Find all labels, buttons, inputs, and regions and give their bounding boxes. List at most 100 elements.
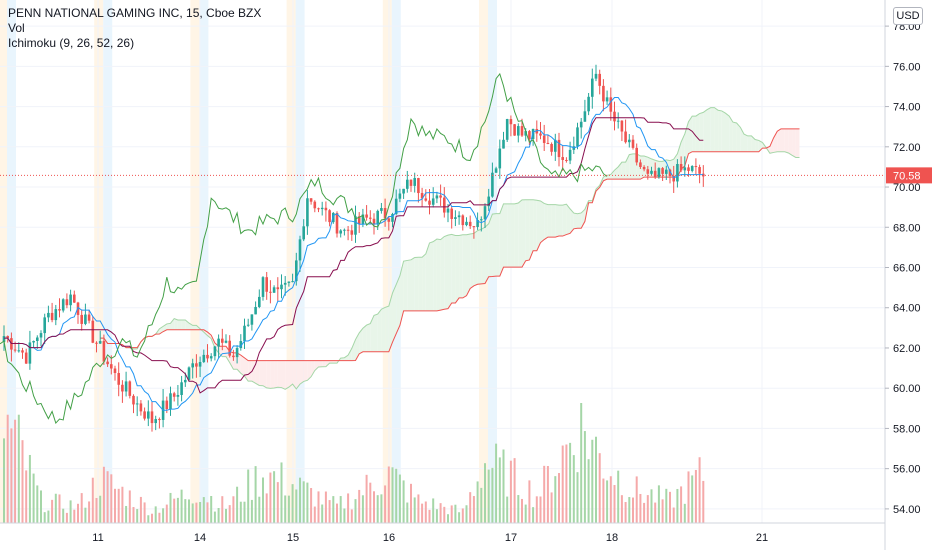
- candle-body: [413, 178, 416, 186]
- volume-bar: [543, 465, 546, 523]
- price-tick-label: 62.00: [893, 343, 921, 355]
- volume-bar: [21, 440, 24, 523]
- conversion-line: [4, 97, 704, 411]
- cloud-segment: [255, 360, 260, 386]
- cloud-segment: [644, 155, 648, 178]
- candle-body: [554, 139, 557, 152]
- cloud-segment: [547, 204, 552, 238]
- volume-bar: [350, 509, 353, 523]
- candle-body: [439, 195, 442, 198]
- price-tick-label: 68.00: [893, 222, 921, 234]
- volume-bar: [398, 474, 401, 523]
- candle-body: [261, 277, 265, 297]
- open-band: [7, 0, 16, 523]
- volume-bar: [213, 511, 216, 523]
- volume-bar: [702, 480, 705, 523]
- volume-bar: [299, 477, 301, 523]
- candle-body: [309, 198, 313, 202]
- candle-body: [250, 314, 254, 325]
- symbol-title[interactable]: PENN NATIONAL GAMING INC, 15, Cboe BZX: [8, 6, 262, 20]
- cloud-segment: [333, 360, 337, 364]
- candle-body: [391, 214, 394, 222]
- cloud-segment: [459, 234, 463, 298]
- cloud-segment: [381, 307, 386, 352]
- volume-indicator-label[interactable]: Vol: [8, 21, 25, 35]
- volume-bar: [121, 486, 124, 523]
- volume-bar: [602, 478, 605, 523]
- candle-body: [298, 239, 302, 261]
- candle-body: [424, 198, 428, 201]
- cloud-segment: [684, 121, 689, 166]
- candle-body: [657, 168, 661, 177]
- candle-body: [450, 208, 453, 219]
- cloud-segment: [455, 235, 460, 303]
- volume-bar: [228, 505, 231, 523]
- volume-bar: [432, 498, 435, 523]
- candle-body: [369, 217, 372, 219]
- cloud-segment: [781, 128, 785, 152]
- cloud-segment: [555, 204, 559, 238]
- candle-body: [132, 395, 135, 405]
- candle-body: [665, 169, 668, 174]
- candle-body: [502, 139, 505, 149]
- volume-bar: [302, 481, 305, 523]
- cloud-segment: [562, 204, 567, 237]
- candle-body: [128, 381, 132, 396]
- cloud-segment: [392, 284, 397, 343]
- candle-body: [435, 195, 439, 199]
- volume-bar: [143, 502, 146, 523]
- time-tick-label: 15: [287, 532, 299, 544]
- candle-body: [13, 349, 17, 351]
- volume-bar: [17, 414, 20, 523]
- volume-bar: [28, 454, 31, 523]
- volume-bar: [606, 480, 609, 523]
- volume-bar: [117, 488, 120, 523]
- cloud-segment: [237, 352, 241, 374]
- candle-body: [176, 394, 180, 397]
- candle-body: [561, 157, 564, 160]
- volume-bar: [151, 513, 153, 523]
- cloud-segment: [699, 112, 704, 152]
- volume-bar: [469, 492, 472, 523]
- candle-body: [513, 124, 516, 136]
- candle-body: [187, 367, 191, 380]
- candle-body: [539, 133, 542, 136]
- volume-bar: [258, 496, 261, 523]
- volume-bar: [480, 487, 483, 523]
- volume-bar: [262, 477, 264, 523]
- cloud-segment: [300, 360, 304, 385]
- volume-bar: [184, 499, 187, 523]
- volume-bar: [439, 503, 442, 523]
- candle-body: [350, 230, 354, 235]
- volume-bar: [328, 500, 331, 523]
- cloud-segment: [522, 199, 526, 268]
- leading-span-a-line: [100, 107, 800, 390]
- volume-bar: [313, 506, 316, 523]
- cloud-segment: [451, 234, 456, 303]
- volume-bar: [676, 488, 679, 523]
- ichimoku-indicator-label[interactable]: Ichimoku (9, 26, 52, 26): [8, 36, 135, 50]
- volume-bar: [487, 469, 490, 523]
- candle-body: [32, 340, 35, 343]
- cloud-segment: [307, 360, 312, 381]
- candle-body: [283, 282, 287, 285]
- time-tick-label: 18: [606, 532, 618, 544]
- volume-bar: [628, 497, 631, 523]
- currency-button[interactable]: USD: [893, 7, 923, 25]
- candle-body: [417, 178, 420, 194]
- candle-body: [602, 85, 605, 102]
- candle-body: [87, 314, 91, 321]
- cloud-segment: [440, 236, 445, 311]
- candle-body: [354, 216, 357, 235]
- volume-bar: [561, 445, 564, 523]
- base-line: [4, 117, 704, 394]
- cloud-segment: [536, 200, 541, 251]
- candle-body: [265, 277, 268, 292]
- cloud-segment: [795, 128, 800, 158]
- candle-body: [246, 324, 250, 326]
- volume-bar: [576, 472, 579, 523]
- candle-body: [509, 119, 513, 125]
- candle-body: [317, 208, 320, 210]
